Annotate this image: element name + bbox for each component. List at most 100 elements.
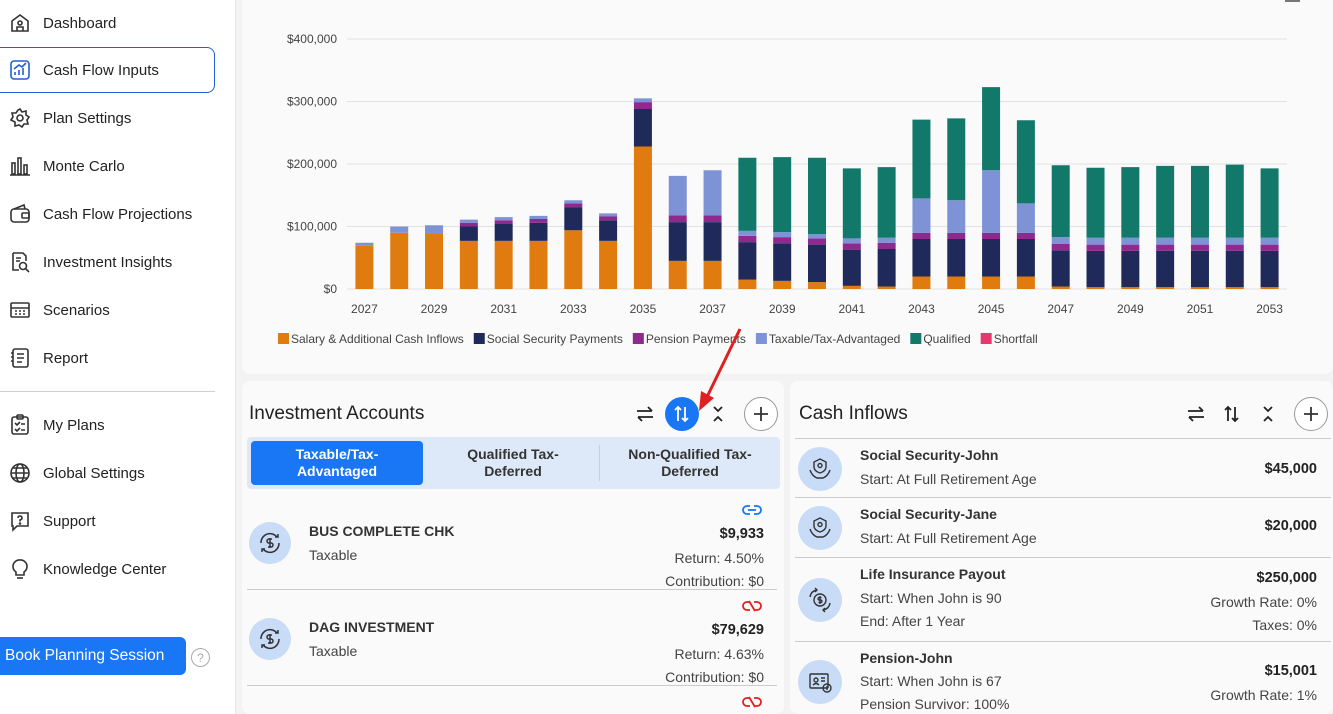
bar-segment[interactable] <box>1260 237 1279 245</box>
bar-segment[interactable] <box>982 232 1001 239</box>
bar-segment[interactable] <box>1086 244 1105 251</box>
bar-segment[interactable] <box>1225 164 1244 238</box>
sidebar-item-support[interactable]: Support <box>0 498 215 544</box>
bar-segment[interactable] <box>912 198 931 233</box>
bar-segment[interactable] <box>564 203 583 208</box>
bar-segment[interactable] <box>808 238 826 245</box>
bar-segment[interactable] <box>459 226 478 241</box>
bar-segment[interactable] <box>877 286 896 290</box>
bar-segment[interactable] <box>738 230 757 236</box>
bar-segment[interactable] <box>1086 287 1105 289</box>
bar-segment[interactable] <box>668 260 687 289</box>
swap-horizontal-icon[interactable] <box>633 402 657 426</box>
bar-segment[interactable] <box>494 220 513 224</box>
bar-segment[interactable] <box>1051 165 1070 238</box>
bar-segment[interactable] <box>982 276 1001 290</box>
bar-segment[interactable] <box>1016 120 1035 204</box>
bar-segment[interactable] <box>1016 239 1035 277</box>
bar-segment[interactable] <box>425 225 444 234</box>
sidebar-item-investment-insights[interactable]: Investment Insights <box>0 239 215 285</box>
bar-segment[interactable] <box>564 207 583 231</box>
bar-segment[interactable] <box>633 109 652 147</box>
unlinked-icon[interactable] <box>742 599 762 613</box>
bar-segment[interactable] <box>633 146 652 290</box>
bar-segment[interactable] <box>1121 287 1140 289</box>
bar-segment[interactable] <box>842 285 861 289</box>
bar-segment[interactable] <box>494 224 513 241</box>
bar-segment[interactable] <box>1190 244 1209 251</box>
bar-segment[interactable] <box>599 220 618 241</box>
bar-segment[interactable] <box>912 232 931 239</box>
bar-segment[interactable] <box>1225 244 1244 251</box>
inflow-row[interactable]: Life Insurance Payout Start: When John i… <box>795 558 1331 642</box>
bar-segment[interactable] <box>1086 237 1105 245</box>
bar-segment[interactable] <box>842 238 861 244</box>
bar-segment[interactable] <box>1260 287 1279 289</box>
sort-button[interactable] <box>665 397 699 431</box>
bar-segment[interactable] <box>808 244 826 283</box>
bar-segment[interactable] <box>703 170 722 216</box>
bar-segment[interactable] <box>912 276 931 290</box>
bar-segment[interactable] <box>1121 237 1140 245</box>
help-icon[interactable]: ? <box>191 648 210 667</box>
bar-segment[interactable] <box>877 237 896 243</box>
bar-segment[interactable] <box>947 239 966 277</box>
bar-segment[interactable] <box>773 243 792 281</box>
bar-segment[interactable] <box>738 279 757 289</box>
bar-segment[interactable] <box>599 216 618 221</box>
bar-segment[interactable] <box>1121 244 1140 251</box>
bar-segment[interactable] <box>842 243 861 250</box>
legend-item[interactable]: Social Security Payments <box>473 332 623 346</box>
bar-segment[interactable] <box>529 219 548 223</box>
bar-segment[interactable] <box>947 232 966 239</box>
inflow-row[interactable]: Pension-John Start: When John is 67 Pens… <box>795 642 1331 714</box>
legend-item[interactable]: Shortfall <box>980 332 1038 346</box>
tab-non-qualified[interactable]: Non-Qualified Tax- Deferred <box>603 441 777 485</box>
bar-segment[interactable] <box>738 242 757 280</box>
bar-segment[interactable] <box>738 235 757 243</box>
sidebar-item-cash-flow-inputs[interactable]: Cash Flow Inputs <box>0 47 215 93</box>
swap-horizontal-icon[interactable] <box>1184 402 1208 426</box>
bar-segment[interactable] <box>1016 203 1035 233</box>
bar-segment[interactable] <box>425 234 444 289</box>
bar-segment[interactable] <box>877 167 896 238</box>
bar-segment[interactable] <box>633 102 652 109</box>
bar-segment[interactable] <box>808 282 826 289</box>
bar-segment[interactable] <box>877 249 896 287</box>
bar-segment[interactable] <box>1156 244 1175 251</box>
bar-segment[interactable] <box>494 217 513 221</box>
bar-segment[interactable] <box>1260 168 1279 238</box>
sidebar-item-my-plans[interactable]: My Plans <box>0 402 215 448</box>
bar-segment[interactable] <box>1225 250 1244 288</box>
sidebar-item-report[interactable]: Report <box>0 335 215 381</box>
collapse-icon[interactable] <box>1256 402 1280 426</box>
account-row[interactable] <box>247 686 777 714</box>
bar-segment[interactable] <box>1156 287 1175 289</box>
legend-item[interactable]: Qualified <box>910 332 971 346</box>
bar-segment[interactable] <box>1086 250 1105 288</box>
bar-segment[interactable] <box>773 280 792 289</box>
sidebar-item-scenarios[interactable]: Scenarios <box>0 287 215 333</box>
bar-segment[interactable] <box>982 87 1001 171</box>
bar-segment[interactable] <box>459 219 478 223</box>
bar-segment[interactable] <box>808 157 826 234</box>
legend-item[interactable]: Taxable/Tax-Advantaged <box>755 332 900 346</box>
legend-item[interactable]: Salary & Additional Cash Inflows <box>278 332 464 346</box>
bar-segment[interactable] <box>529 215 548 219</box>
bar-segment[interactable] <box>1190 287 1209 289</box>
bar-segment[interactable] <box>982 170 1001 233</box>
bar-segment[interactable] <box>1016 232 1035 239</box>
bar-segment[interactable] <box>1086 167 1105 238</box>
sidebar-item-plan-settings[interactable]: Plan Settings <box>0 95 215 141</box>
bar-segment[interactable] <box>947 200 966 233</box>
bar-segment[interactable] <box>1190 237 1209 245</box>
bar-segment[interactable] <box>459 222 478 227</box>
bar-segment[interactable] <box>1156 237 1175 245</box>
bar-segment[interactable] <box>842 249 861 286</box>
linked-icon[interactable] <box>742 503 762 517</box>
bar-segment[interactable] <box>633 98 652 103</box>
bar-segment[interactable] <box>668 222 687 261</box>
bar-segment[interactable] <box>1260 250 1279 288</box>
bar-segment[interactable] <box>773 232 792 238</box>
bar-segment[interactable] <box>390 226 409 233</box>
